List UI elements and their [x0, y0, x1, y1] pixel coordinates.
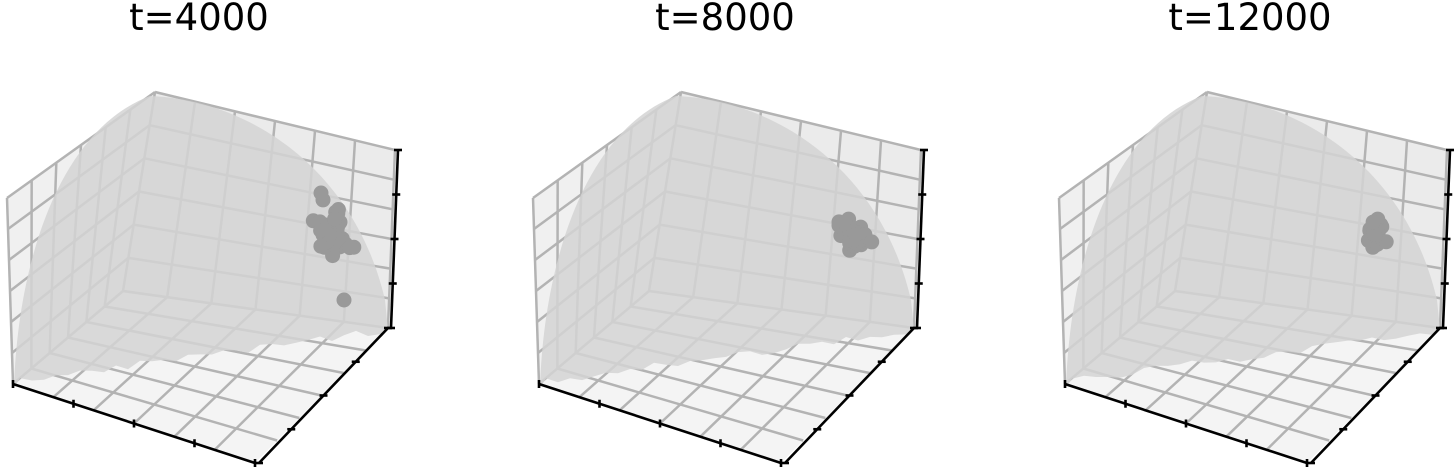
data-point: [1365, 214, 1381, 230]
scatter-points: [305, 185, 362, 308]
data-point: [1366, 226, 1382, 242]
grid-line: [30, 367, 278, 442]
sphere-shading: [540, 96, 914, 388]
grid-line: [556, 367, 804, 442]
pane-edge: [531, 197, 541, 385]
axis-lines: [537, 148, 928, 467]
axis-lines: [1063, 148, 1454, 467]
pane-edge: [1057, 197, 1067, 385]
sphere-surface: [1066, 96, 1440, 388]
panel-title: t=12000: [1168, 0, 1331, 39]
panel-t4000: t=4000: [5, 0, 402, 467]
panel-title: t=4000: [129, 0, 269, 39]
data-point: [848, 227, 864, 243]
data-point: [313, 223, 329, 238]
panel-t12000: t=12000: [1057, 0, 1454, 467]
scatter-points: [831, 211, 880, 258]
data-point: [325, 248, 341, 264]
panel-title: t=8000: [655, 0, 795, 39]
grid-line: [1082, 367, 1330, 442]
sphere-surface: [14, 96, 388, 388]
data-point: [336, 292, 352, 308]
scatter-points: [1360, 211, 1394, 255]
data-point: [342, 240, 358, 256]
sphere-shading: [14, 96, 388, 388]
pane-edge: [680, 90, 922, 152]
data-point: [313, 185, 329, 201]
pane-edge: [154, 90, 396, 152]
panel-t8000: t=8000: [531, 0, 928, 467]
sphere-shading: [1066, 96, 1440, 388]
pane-edge: [5, 197, 15, 385]
data-point: [327, 211, 343, 227]
data-point: [864, 234, 880, 250]
pane-edge: [1206, 90, 1448, 152]
axis-lines: [11, 148, 402, 467]
sphere-surface: [540, 96, 914, 388]
